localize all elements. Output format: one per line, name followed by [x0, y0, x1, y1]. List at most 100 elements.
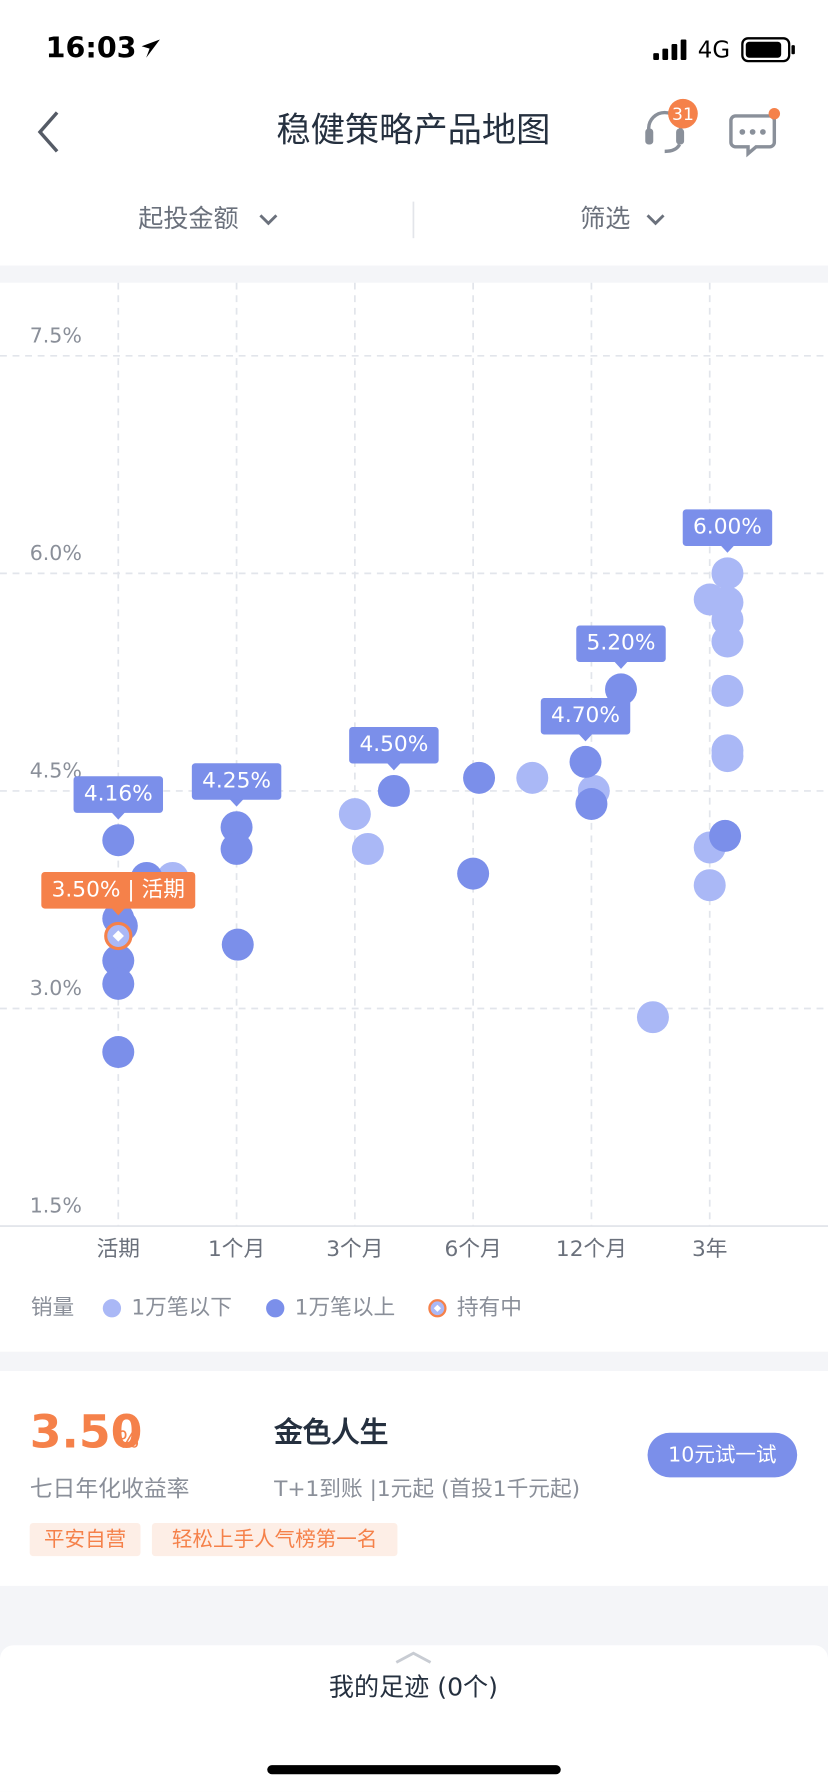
section-gap	[0, 1351, 828, 1372]
filter-label: 起投金额	[138, 204, 238, 233]
legend-label: 持有中	[457, 1295, 522, 1320]
callout-pointer	[720, 545, 735, 553]
section-gap	[0, 265, 828, 283]
data-point[interactable]	[569, 745, 602, 778]
y-tick-label: 6.0%	[30, 541, 82, 565]
callout: 4.25%	[191, 763, 282, 807]
data-point[interactable]	[711, 740, 744, 773]
filter-amount[interactable]: 起投金额	[138, 204, 278, 233]
callout: 3.50% | 活期	[41, 872, 196, 916]
callout-pointer	[111, 812, 126, 820]
callout-label: 3.50% | 活期	[52, 877, 185, 902]
data-point[interactable]	[575, 787, 608, 820]
data-point[interactable]	[351, 832, 384, 865]
data-point[interactable]	[636, 1001, 669, 1034]
callout: 6.00%	[682, 509, 773, 553]
signal-icon	[653, 39, 687, 61]
callout-box	[349, 726, 439, 764]
callout-box	[682, 509, 773, 546]
product-card[interactable]: 3.50 % 七日年化收益率 金色人生 T+1到账 |1元起 (首投1千元起) …	[0, 1371, 828, 1586]
holding-diamond	[112, 930, 124, 942]
message-button[interactable]	[729, 107, 781, 158]
callout: 4.70%	[540, 697, 631, 742]
data-point[interactable]	[516, 761, 549, 794]
filter-screen[interactable]: 筛选	[580, 204, 665, 233]
y-tick-label: 4.5%	[30, 759, 82, 783]
x-tick-label: 6个月	[445, 1237, 502, 1262]
footprint-label: 我的足迹 (0个)	[329, 1673, 498, 1702]
callout-box	[41, 872, 196, 909]
data-point[interactable]	[605, 673, 637, 706]
data-point[interactable]	[693, 869, 726, 902]
tag-label: 平安自营	[44, 1527, 126, 1551]
message-badge: 31	[672, 105, 694, 125]
y-tick-label: 3.0%	[30, 976, 82, 1000]
back-button[interactable]	[37, 111, 59, 153]
data-point[interactable]	[463, 761, 496, 794]
callout: 4.16%	[73, 776, 164, 820]
data-point[interactable]	[102, 967, 135, 1000]
callout-label: 4.25%	[202, 769, 271, 794]
x-tick-label: 12个月	[556, 1237, 627, 1262]
callout-label: 4.50%	[359, 732, 428, 757]
data-point[interactable]	[221, 928, 254, 961]
y-tick-label: 7.5%	[30, 323, 82, 347]
data-point[interactable]	[220, 832, 253, 865]
product-rate: 3.50	[30, 1406, 143, 1459]
callout-label: 4.70%	[551, 703, 620, 728]
status-time: 16:03	[46, 31, 137, 65]
service-button[interactable]: 31	[645, 98, 698, 154]
data-point[interactable]	[377, 774, 410, 807]
data-point[interactable]	[457, 857, 490, 890]
callout-label: 6.00%	[693, 515, 762, 540]
callout-pointer	[229, 799, 244, 807]
legend-marker	[102, 1299, 122, 1318]
data-point[interactable]	[102, 824, 135, 857]
x-tick-label: 3年	[692, 1237, 727, 1262]
battery-icon	[741, 37, 795, 63]
tag	[29, 1522, 141, 1557]
data-point[interactable]	[338, 798, 371, 831]
legend-marker	[266, 1299, 285, 1318]
nav-title: 稳健策略产品地图	[276, 110, 550, 150]
callout-box	[576, 625, 666, 662]
callout: 4.50%	[349, 726, 439, 771]
tag-label: 轻松上手人气榜第一名	[172, 1527, 377, 1551]
callout: 5.20%	[576, 625, 666, 669]
product-desc: T+1到账 |1元起 (首投1千元起)	[273, 1477, 580, 1502]
data-point[interactable]	[102, 1036, 135, 1068]
product-rate-unit: %	[118, 1427, 140, 1453]
tag	[151, 1522, 398, 1557]
data-point[interactable]	[711, 557, 744, 590]
product-rate-label: 七日年化收益率	[30, 1476, 190, 1502]
legend-label: 1万笔以下	[131, 1295, 232, 1320]
home-indicator	[267, 1765, 561, 1775]
data-point[interactable]	[709, 819, 742, 852]
callout-pointer	[387, 762, 401, 771]
callout-pointer	[614, 661, 628, 669]
data-point[interactable]	[711, 625, 744, 658]
callout-pointer	[111, 907, 126, 916]
legend-label: 1万笔以上	[295, 1295, 396, 1320]
x-tick-label: 活期	[97, 1237, 140, 1262]
callout-box	[73, 776, 164, 813]
x-tick-label: 3个月	[326, 1237, 383, 1262]
data-point[interactable]	[102, 944, 135, 977]
product-name: 金色人生	[273, 1415, 388, 1449]
callout-label: 4.16%	[84, 782, 153, 807]
status-network: 4G	[698, 37, 730, 63]
try-button[interactable]: 10元试一试	[647, 1432, 798, 1478]
x-tick-label: 1个月	[208, 1237, 265, 1262]
data-point[interactable]	[711, 674, 744, 707]
callout-box	[540, 697, 631, 735]
data-point[interactable]	[104, 921, 133, 951]
callout-pointer	[578, 733, 593, 742]
callout-label: 5.20%	[587, 631, 656, 656]
legend-marker	[428, 1299, 447, 1318]
filter-label: 筛选	[580, 204, 630, 233]
legend-title: 销量	[31, 1295, 74, 1320]
footprint-panel[interactable]: 我的足迹 (0个)	[0, 1645, 828, 1792]
y-tick-label: 1.5%	[30, 1194, 82, 1218]
